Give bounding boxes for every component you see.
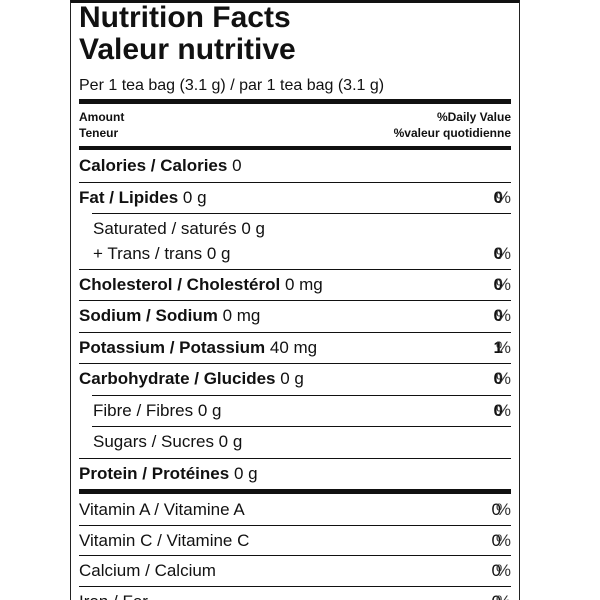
rule	[79, 363, 511, 365]
nutrient-amount: 0 mg	[284, 274, 323, 294]
nutrient-row: Carbohydrate / Glucides 0 g	[79, 369, 304, 389]
nutrient-amount: 40 mg	[269, 337, 318, 357]
nutrient-amount: 0 g	[280, 369, 304, 388]
daily-value: 0	[493, 306, 503, 325]
nutrient-name: Potassium / Potassium	[79, 337, 266, 357]
nutrient-name: Fat / Lipides	[79, 187, 179, 207]
nutrient-row: Fat / Lipides 0 g	[79, 188, 207, 208]
daily-value: 0	[493, 369, 503, 388]
percent-sign: %	[495, 244, 511, 263]
title-en: Nutrition Facts	[79, 1, 291, 34]
percent-sign: %	[495, 187, 511, 207]
percent-sign: %	[495, 500, 511, 519]
serving: Per 1 tea bag (3.1 g) / par 1 tea bag (3…	[79, 77, 385, 94]
nutrient-row: Cholesterol / Cholestérol 0 mg	[79, 275, 323, 295]
rule	[92, 426, 511, 428]
vitamin-dv: 0	[491, 561, 501, 580]
nutrient-name: Protein / Protéines	[79, 463, 230, 483]
sub-nutrient: Saturated / saturés 0 g	[93, 219, 265, 238]
title-fr: Valeur nutritive	[79, 33, 296, 66]
daily-value: 0	[493, 274, 503, 294]
nutrient-amount: 0 mg	[222, 306, 261, 325]
sub-nutrient: Fibre / Fibres 0 g	[93, 400, 222, 420]
nutrient-name: Calories / Calories	[79, 156, 228, 175]
rule	[79, 585, 511, 587]
rule	[79, 300, 511, 302]
rule	[79, 331, 511, 333]
nutrient-name: Cholesterol / Cholestérol	[79, 274, 281, 294]
nutrient-amount: 0	[232, 156, 242, 175]
percent-sign: %	[495, 530, 511, 550]
thick-rule	[79, 489, 511, 494]
nutrient-row: Calories / Calories 0	[79, 156, 242, 176]
vitamin-name: Vitamin C / Vitamine C	[79, 530, 250, 550]
vitamin-name: Calcium / Calcium	[79, 561, 216, 580]
nutrient-row: Sodium / Sodium 0 mg	[79, 306, 260, 326]
vitamin-dv: 0	[491, 530, 501, 550]
percent-sign: %	[495, 369, 511, 388]
rule	[79, 181, 511, 183]
rule	[79, 268, 511, 270]
percent-sign: %	[495, 306, 511, 325]
nutrient-name: Carbohydrate / Glucides	[79, 369, 276, 388]
nutrient-row: Protein / Protéines 0 g	[79, 464, 258, 484]
rule	[92, 213, 511, 215]
nutrient-name: Sodium / Sodium	[79, 306, 218, 325]
vitamin-dv: 0	[492, 592, 501, 600]
label-border	[70, 0, 520, 600]
thick-rule	[79, 146, 511, 150]
vitamin-name: Iron / Fer	[79, 592, 148, 600]
daily-value: 1	[493, 337, 503, 357]
rule	[79, 524, 511, 526]
rule	[92, 394, 511, 396]
rule	[79, 457, 511, 459]
nutrient-row: Potassium / Potassium 40 mg	[79, 338, 317, 358]
percent-sign: %	[495, 400, 511, 420]
amount-fr: Teneur	[79, 126, 119, 140]
rule	[79, 555, 511, 557]
nutrient-amount: 0 g	[182, 187, 207, 207]
nutrient-amount: 0 g	[233, 463, 258, 483]
percent-sign: %	[495, 561, 511, 580]
vitamin-name: Vitamin A / Vitamine A	[79, 500, 245, 519]
sub-nutrient: Sugars / Sucres 0 g	[93, 432, 243, 451]
vitamin-dv: 0	[491, 500, 501, 519]
daily-value: 0	[493, 400, 503, 420]
thick-rule	[79, 99, 511, 104]
percent-sign: %	[495, 274, 511, 294]
dv-fr: %valeur quotidienne	[393, 126, 511, 140]
daily-value: 0	[493, 187, 503, 207]
sub-nutrient: + Trans / trans 0 g	[93, 244, 231, 263]
dv-en: %Daily Value	[436, 110, 511, 124]
percent-sign: %	[495, 337, 511, 357]
amount-en: Amount	[79, 110, 125, 124]
percent-sign: %	[496, 592, 511, 600]
daily-value: 0	[493, 244, 503, 263]
